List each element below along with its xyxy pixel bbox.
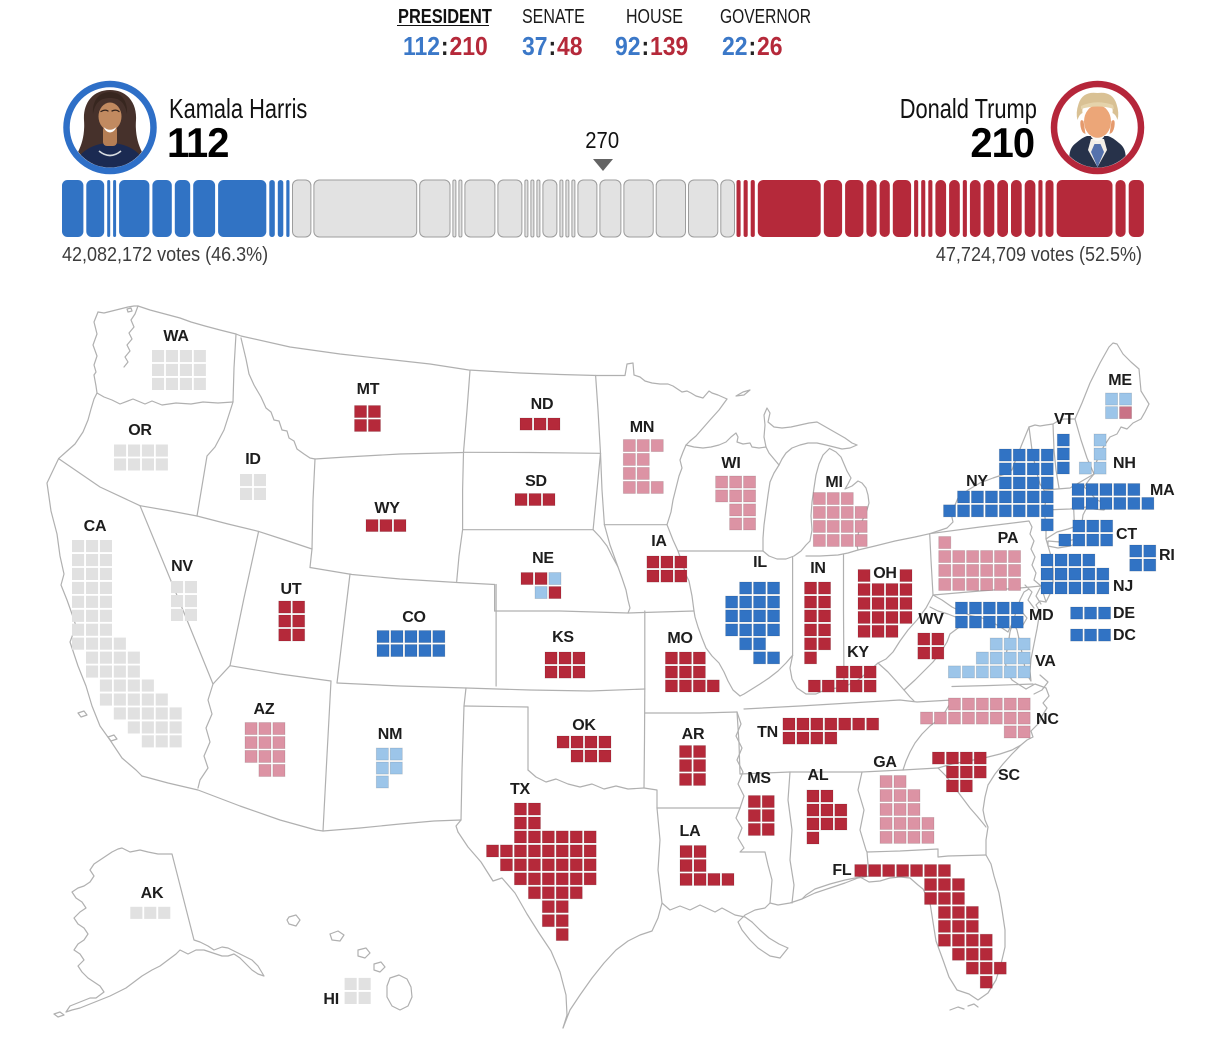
svg-text:WA: WA [163,328,189,345]
svg-text:MS: MS [747,770,771,787]
svg-text:WI: WI [721,455,740,472]
svg-text:ND: ND [531,396,554,413]
svg-text:AZ: AZ [254,701,275,718]
svg-text:NE: NE [532,550,554,567]
svg-text:IA: IA [651,533,667,550]
svg-text:NJ: NJ [1113,578,1133,595]
svg-text:LA: LA [680,823,702,840]
svg-text:MN: MN [630,419,654,436]
svg-text:WY: WY [374,500,400,517]
svg-text:MI: MI [825,474,842,491]
svg-text:NY: NY [966,473,988,490]
svg-text:OH: OH [873,565,897,582]
svg-text:CT: CT [1116,526,1137,543]
svg-text:ME: ME [1108,372,1132,389]
svg-text:TX: TX [510,781,531,798]
svg-text:TN: TN [757,724,778,741]
svg-text:SD: SD [525,473,547,490]
svg-text:KY: KY [847,644,869,661]
svg-text:DE: DE [1113,605,1135,622]
svg-text:IL: IL [753,554,767,571]
svg-text:MA: MA [1150,482,1175,499]
svg-text:IN: IN [810,560,826,577]
svg-text:VA: VA [1035,653,1056,670]
svg-text:VT: VT [1054,411,1074,428]
svg-text:UT: UT [281,581,302,598]
svg-text:RI: RI [1159,547,1175,564]
svg-text:OK: OK [572,717,596,734]
svg-text:MD: MD [1029,607,1053,624]
svg-text:SC: SC [998,767,1020,784]
svg-text:CO: CO [402,609,426,626]
svg-text:AL: AL [808,767,829,784]
svg-text:KS: KS [552,629,574,646]
svg-text:PA: PA [998,530,1019,547]
svg-text:GA: GA [873,754,897,771]
svg-text:HI: HI [323,991,339,1008]
svg-text:NM: NM [378,726,402,743]
svg-text:OR: OR [128,422,152,439]
svg-text:FL: FL [832,862,852,879]
svg-text:MT: MT [357,381,380,398]
svg-text:CA: CA [84,518,107,535]
svg-text:ID: ID [245,451,261,468]
svg-text:NH: NH [1113,455,1136,472]
svg-text:WV: WV [918,611,944,628]
svg-text:DC: DC [1113,627,1136,644]
svg-text:AR: AR [682,726,705,743]
svg-text:NV: NV [171,558,193,575]
svg-text:MO: MO [667,630,692,647]
svg-text:AK: AK [141,885,164,902]
svg-text:NC: NC [1036,711,1059,728]
